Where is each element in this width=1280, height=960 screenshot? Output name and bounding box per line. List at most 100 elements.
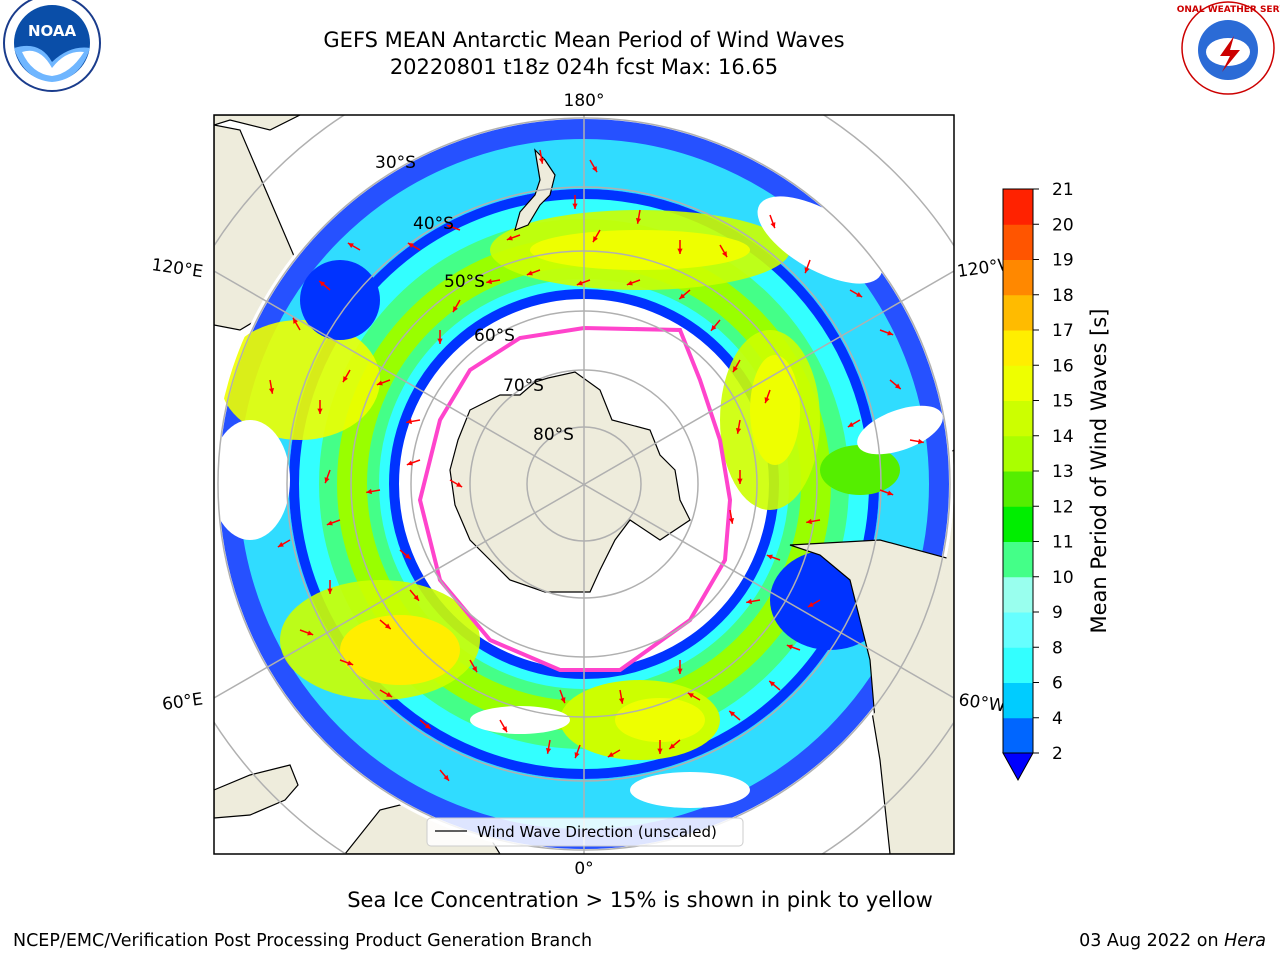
- colorbar-bin: [1003, 682, 1033, 719]
- colorbar: 2 4 6 8 9 10 11 12 13 14 15 16 17 18 19 20 21 Mean Perio…: [1002, 180, 1111, 782]
- colorbar-bin: [1003, 259, 1033, 296]
- colorbar-tick-label: 18: [1052, 286, 1074, 306]
- wave-direction-arrowhead: [506, 235, 513, 241]
- wave-direction-arrowhead: [347, 660, 354, 666]
- colorbar-extend-triangle: [1002, 752, 1034, 782]
- colorbar-tick-label: 9: [1052, 603, 1063, 623]
- noaa-logo-text: NOAA: [28, 22, 77, 40]
- wave-direction-arrowhead: [277, 542, 284, 547]
- wave-direction-arrowhead: [669, 743, 676, 749]
- latitude-labels: 30°S 40°S 50°S 60°S 70°S 80°S: [375, 153, 574, 445]
- wave-direction-arrowhead: [806, 518, 812, 525]
- wave-direction-arrowhead: [711, 324, 717, 331]
- colorbar-bin: [1003, 224, 1033, 260]
- colorbar-bin: [1003, 189, 1033, 225]
- chart-subtitle: 20220801 t18z 024h fcst Max: 16.65: [389, 55, 779, 79]
- wave-direction-arrowhead: [887, 490, 894, 496]
- colorbar-bin: [1003, 294, 1033, 331]
- colorbar-bin: [1003, 541, 1033, 578]
- wave-direction-arrowhead: [486, 278, 492, 285]
- wave-direction-arrowhead: [384, 623, 391, 629]
- wave-direction-arrowhead: [268, 388, 275, 394]
- wave-direction-arrowhead: [856, 292, 863, 297]
- colorbar-tick-label: 4: [1052, 709, 1063, 729]
- wave-direction-arrowhead: [576, 280, 583, 286]
- colorbar-tick-label: 15: [1052, 392, 1074, 412]
- wave-direction-arrowhead: [538, 158, 545, 164]
- wave-direction-arrowhead: [728, 518, 735, 524]
- wave-direction-arrowhead: [326, 520, 333, 526]
- wind-wave-arrows: [268, 149, 924, 782]
- wave-direction-arrowhead: [347, 243, 354, 248]
- colorbar-tick-label: 14: [1052, 427, 1074, 447]
- wave-direction-arrowhead: [766, 554, 773, 560]
- wave-direction-arrowhead: [769, 681, 776, 687]
- wave-direction-arrowhead: [526, 270, 533, 276]
- wave-direction-arrowhead: [574, 752, 580, 759]
- wave-direction-arrowhead: [324, 477, 330, 484]
- colorbar-tick-label: 10: [1052, 568, 1074, 588]
- map-legend: Wind Wave Direction (unscaled): [426, 817, 744, 847]
- colorbar-bin: [1003, 330, 1033, 366]
- wave-direction-arrowhead: [376, 380, 383, 386]
- wave-direction-arrowhead: [607, 752, 614, 757]
- colorbar-bin: [1003, 647, 1033, 683]
- legend-label: Wind Wave Direction (unscaled): [477, 823, 717, 841]
- colorbar-tick-label: 8: [1052, 638, 1063, 658]
- wave-direction-arrowhead: [293, 317, 298, 324]
- wave-direction-arrowhead: [894, 383, 901, 389]
- colorbar-bin: [1003, 435, 1033, 472]
- colorbar-bin: [1003, 400, 1033, 437]
- wave-direction-arrowhead: [764, 397, 770, 404]
- footer-date: 03 Aug 2022 on Hera: [1079, 931, 1266, 951]
- lon-label-0: 0°: [574, 859, 593, 879]
- lon-label-60e: 60°E: [161, 689, 204, 714]
- footer-date-text: 03 Aug 2022 on: [1079, 931, 1219, 951]
- lat-label-40s: 40°S: [413, 214, 454, 234]
- wave-direction-arrowhead: [545, 748, 552, 754]
- lon-label-180: 180°: [564, 91, 605, 111]
- lat-label-70s: 70°S: [503, 376, 544, 396]
- wave-direction-arrowhead: [317, 408, 323, 414]
- wave-direction-arrowhead: [560, 697, 566, 704]
- wave-direction-arrowhead: [472, 666, 477, 673]
- wave-direction-arrowhead: [737, 478, 743, 484]
- colorbar-tick-label: 6: [1052, 674, 1063, 694]
- lat-label-30s: 30°S: [375, 153, 416, 173]
- wave-direction-arrowhead: [343, 376, 348, 383]
- colorbar-bin: [1003, 506, 1033, 542]
- colorbar-tick-label: 21: [1052, 180, 1074, 200]
- wave-direction-arrowhead: [437, 338, 443, 344]
- colorbar-tick-label: 20: [1052, 215, 1074, 235]
- colorbar-tick-label: 13: [1052, 462, 1074, 482]
- wave-direction-arrowhead: [327, 588, 333, 594]
- colorbar-tick-label: 12: [1052, 497, 1074, 517]
- chart-title: GEFS MEAN Antarctic Mean Period of Wind …: [323, 28, 845, 52]
- wave-direction-arrowhead: [572, 203, 578, 209]
- lat-label-60s: 60°S: [474, 326, 515, 346]
- colorbar-bin: [1003, 576, 1033, 613]
- wave-direction-arrowhead: [424, 723, 431, 729]
- lat-label-50s: 50°S: [444, 272, 485, 292]
- lon-label-120e: 120°E: [150, 255, 204, 282]
- colorbar-tick-label: 19: [1052, 251, 1074, 271]
- colorbar-tick-label: 17: [1052, 321, 1074, 341]
- colorbar-bin: [1003, 471, 1033, 507]
- wave-direction-arrowhead: [446, 224, 453, 230]
- wave-direction-arrowhead: [307, 630, 314, 636]
- wave-direction-arrowhead: [746, 598, 752, 605]
- noaa-logo: NOAA: [3, 0, 101, 92]
- footer-machine: Hera: [1224, 931, 1266, 951]
- wave-direction-arrowhead: [786, 644, 793, 650]
- colorbar-tick-label: 2: [1052, 744, 1063, 764]
- wave-direction-arrowhead: [404, 553, 411, 559]
- wave-direction-arrowhead: [502, 726, 507, 733]
- lat-label-80s: 80°S: [533, 425, 574, 445]
- nws-logo: NATIONAL WEATHER SERVICE: [1176, 1, 1280, 95]
- footer-branch: NCEP/EMC/Verification Post Processing Pr…: [13, 931, 593, 951]
- wave-direction-arrowhead: [847, 422, 854, 427]
- wave-direction-arrowhead: [406, 418, 412, 425]
- wave-direction-arrowhead: [722, 251, 727, 258]
- wave-direction-arrowhead: [635, 218, 642, 224]
- wave-direction-arrowhead: [735, 428, 742, 434]
